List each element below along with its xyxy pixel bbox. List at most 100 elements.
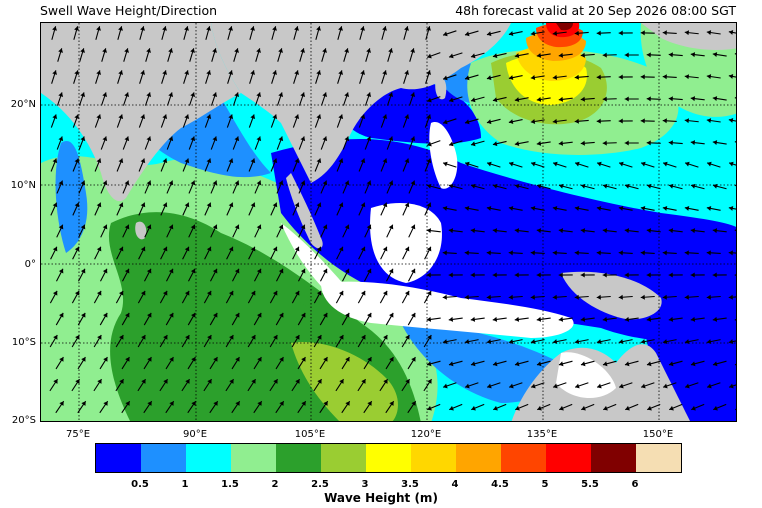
swell-arrow <box>574 382 589 389</box>
colorbar-tick-label: 3.5 <box>401 479 419 490</box>
swell-arrow <box>602 96 617 102</box>
swell-arrow <box>464 205 479 211</box>
swell-arrow <box>225 334 234 348</box>
swell-arrow <box>646 316 661 322</box>
swell-arrow <box>71 378 81 392</box>
swell-arrow <box>49 290 58 304</box>
swell-arrow <box>99 312 108 326</box>
swell-arrow <box>624 360 639 367</box>
swell-arrow <box>337 70 344 84</box>
swell-arrow <box>144 92 152 106</box>
colorbar-tick-label: 2 <box>271 479 279 490</box>
swell-arrow <box>167 48 173 62</box>
swell-arrow <box>247 378 257 392</box>
swell-arrow <box>100 224 108 238</box>
swell-arrow <box>269 378 279 392</box>
swell-arrow <box>558 360 573 367</box>
swell-arrow <box>183 26 189 40</box>
swell-arrow <box>691 403 705 411</box>
swell-arrow <box>706 30 721 36</box>
swell-arrow <box>508 339 523 345</box>
swell-arrow <box>581 403 595 411</box>
swell-arrow <box>558 96 573 102</box>
swell-arrow <box>558 316 573 322</box>
swell-arrow <box>536 360 551 367</box>
swell-arrow <box>442 339 457 345</box>
swell-arrow <box>486 339 501 345</box>
swell-arrow <box>115 334 124 348</box>
swell-arrow <box>161 70 168 84</box>
swell-arrow <box>275 356 284 370</box>
swell-arrow <box>646 96 661 102</box>
swell-arrow <box>50 158 58 172</box>
swell-arrow <box>552 205 567 211</box>
swell-arrow <box>448 183 463 190</box>
swell-arrow <box>342 92 350 106</box>
swell-arrow <box>49 378 59 392</box>
colorbar-tick-label: 4 <box>451 479 459 490</box>
swell-arrow <box>182 114 190 128</box>
swell-arrow <box>341 356 350 370</box>
swell-arrow <box>336 246 344 260</box>
swell-arrow <box>602 360 617 367</box>
swell-arrow <box>530 75 545 80</box>
swell-arrow <box>188 180 196 194</box>
swell-arrow <box>442 118 457 125</box>
swell-arrow <box>640 250 655 256</box>
swell-arrow <box>728 250 736 256</box>
swell-arrow <box>121 356 130 370</box>
swell-arrow <box>580 360 595 367</box>
swell-arrow <box>618 382 633 389</box>
swell-arrow <box>508 161 523 168</box>
swell-arrow <box>470 316 485 322</box>
lat-label-10s: 10°S <box>11 337 36 348</box>
swell-arrow <box>574 30 589 36</box>
swell-arrow <box>574 294 589 300</box>
swell-arrow <box>449 403 463 411</box>
swell-arrow <box>181 290 190 304</box>
swell-arrow <box>50 202 58 216</box>
swell-arrow <box>320 136 328 150</box>
swell-arrow <box>209 268 218 282</box>
swell-arrow <box>226 114 234 128</box>
swell-arrow <box>706 118 721 124</box>
swell-arrow <box>596 250 611 256</box>
swell-arrow <box>138 246 146 260</box>
swell-arrow <box>271 70 278 84</box>
swell-arrow <box>464 250 479 256</box>
swell-arrow <box>492 52 507 59</box>
swell-arrow <box>552 74 567 80</box>
swell-arrow <box>552 250 567 256</box>
swell-arrow <box>602 52 617 58</box>
swell-map-canvas <box>41 23 736 421</box>
swell-arrow <box>640 30 655 36</box>
swell-arrow <box>357 290 366 304</box>
swell-arrow <box>514 97 529 103</box>
swell-arrow <box>143 268 152 282</box>
swell-arrow <box>624 52 639 58</box>
swell-arrow <box>596 161 611 168</box>
swell-arrow <box>55 400 65 414</box>
swell-arrow <box>706 250 721 256</box>
swell-arrow <box>187 356 196 370</box>
swell-arrow <box>385 268 394 282</box>
swell-arrow <box>269 334 278 348</box>
swell-arrow <box>448 360 463 367</box>
swell-arrow <box>122 180 130 194</box>
swell-arrow <box>187 312 196 326</box>
swell-arrow <box>342 136 350 150</box>
swell-arrow <box>94 246 102 260</box>
swell-arrow <box>424 202 432 216</box>
swell-arrow <box>426 52 441 59</box>
swell-arrow <box>291 378 301 392</box>
swell-arrow <box>291 290 300 304</box>
swell-arrow <box>640 339 655 345</box>
swell-arrow <box>79 48 85 62</box>
swell-arrow <box>313 290 322 304</box>
swell-arrow <box>662 74 677 80</box>
swell-arrow <box>552 30 567 36</box>
swell-arrow <box>319 356 328 370</box>
swell-arrow <box>363 400 373 414</box>
swell-arrow <box>226 202 234 216</box>
swell-arrow <box>602 228 617 234</box>
